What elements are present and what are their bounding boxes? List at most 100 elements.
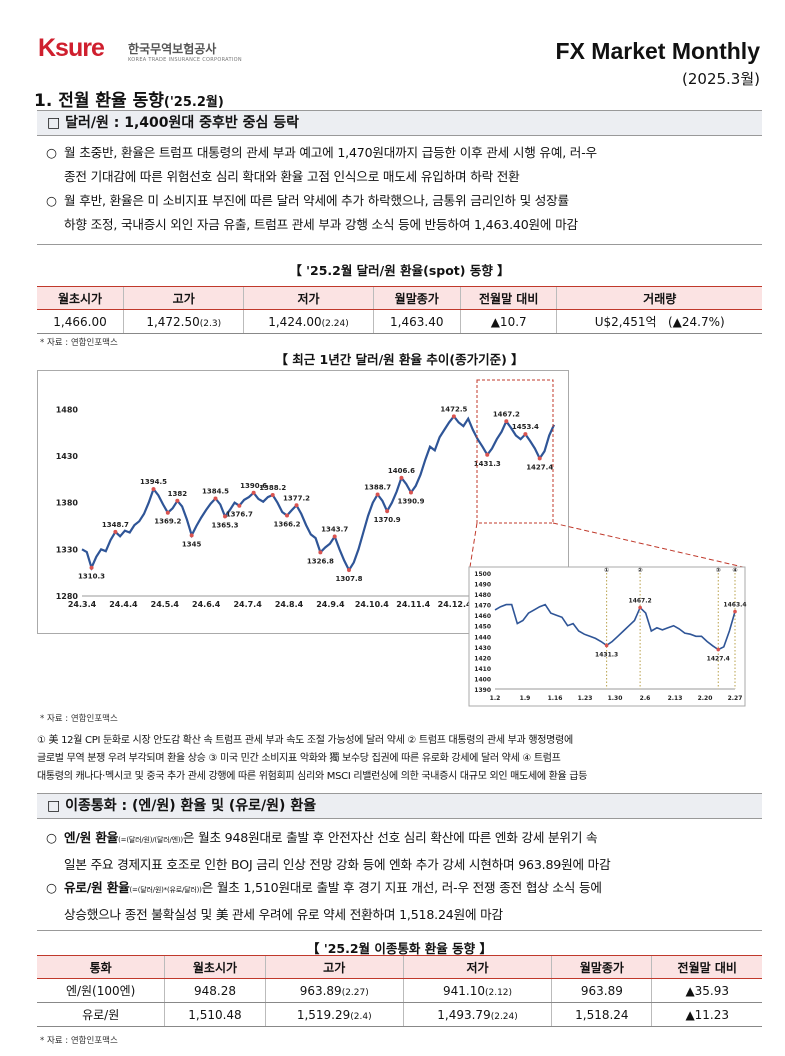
data-label: 1427.4 <box>526 463 553 471</box>
y-tick-label: 1420 <box>474 655 491 662</box>
main-axes: 1280 1330 1380 1430 1480 24.3.4 24.4.4 24.5.4 24… <box>56 405 554 609</box>
data-point-marker <box>523 432 528 437</box>
para-line: 종전 기대감에 따른 위험선호 심리 확대와 환율 고점 인식으로 매도세 유입… <box>64 168 520 184</box>
x-tick-label: 24.5.4 <box>151 600 180 609</box>
data-label: 1427.4 <box>707 656 730 663</box>
y-tick-label: 1280 <box>56 592 79 601</box>
para-line: 은 월초 948원대로 출발 후 안전자산 선호 심리 확산에 따른 엔화 강세… <box>182 830 598 845</box>
bullet: ○ <box>46 830 57 845</box>
cell-close: 1,518.24 <box>551 1002 652 1027</box>
y-tick-label: 1440 <box>474 634 491 641</box>
data-label: 1365.3 <box>212 521 239 529</box>
series-line <box>494 603 736 651</box>
data-point-marker <box>175 498 180 503</box>
cell-close: 963.89 <box>551 978 652 1003</box>
org-name-kr: 한국무역보험공사 <box>128 42 217 56</box>
zoom-connector-left <box>469 522 478 568</box>
x-tick-label: 1.16 <box>548 695 563 702</box>
divider <box>37 244 762 245</box>
data-point-marker <box>151 487 156 492</box>
low-date: (2.24) <box>321 318 349 329</box>
low-date: (2.24) <box>490 1011 518 1022</box>
x-tick-label: 24.9.4 <box>316 600 345 609</box>
y-tick-label: 1480 <box>56 405 79 414</box>
cell-high: 1,472.50(2.3) <box>123 309 244 334</box>
para-line: 월 초중반, 환율은 트럼프 대통령의 관세 부과 예고에 1,470원대까지 … <box>64 145 597 160</box>
col-header: 거래량 <box>556 286 762 310</box>
data-point-marker <box>270 493 275 498</box>
data-point-marker <box>89 565 94 570</box>
y-tick-label: 1390 <box>474 687 491 694</box>
section-heading: 1. 전월 환율 동향('25.2월) <box>34 86 224 111</box>
high-date: (2.27) <box>341 987 369 998</box>
para-line: 상승했으나 종전 불확실성 및 美 관세 우려에 유로 약세 전환하며 1,51… <box>64 906 503 922</box>
x-tick-label: 2.20 <box>698 695 713 702</box>
y-tick-label: 1470 <box>474 603 491 610</box>
x-tick-label: 1.9 <box>520 695 531 702</box>
y-tick-label: 1330 <box>56 545 79 554</box>
cell-open: 1,510.48 <box>164 1002 266 1027</box>
y-tick-label: 1500 <box>474 571 491 578</box>
event-marker-label: ④ <box>732 567 737 574</box>
main-series <box>81 414 556 573</box>
jpy-label: 엔/원 환율 <box>64 830 119 845</box>
usdkrw-spot-table: 월초시가 고가 저가 월말종가 전월말 대비 거래량 1,466.00 1,47… <box>37 286 762 334</box>
y-tick-label: 1400 <box>474 676 491 683</box>
data-label: 1431.3 <box>595 651 618 658</box>
x-tick-label: 24.8.4 <box>275 600 304 609</box>
low-date: (2.12) <box>484 987 513 998</box>
x-tick-label: 24.7.4 <box>233 600 262 609</box>
col-header: 저가 <box>243 286 374 310</box>
y-tick-label: 1490 <box>474 582 491 589</box>
data-point-marker <box>113 529 118 534</box>
high-value: 963.89 <box>299 983 342 998</box>
cell-currency: 유로/원 <box>37 1002 165 1027</box>
data-point-marker <box>318 550 323 555</box>
fx-chart-svg: 1280 1330 1380 1430 1480 24.3.4 24.4.4 24.5.4 24… <box>56 379 747 707</box>
cell-change: ▲35.93 <box>651 978 762 1003</box>
data-label: 1390.6 <box>240 482 267 490</box>
report-date: (2025.3월) <box>682 70 760 88</box>
divider <box>37 930 762 931</box>
data-point-marker <box>223 514 228 519</box>
data-point-marker <box>294 503 299 508</box>
data-point-marker <box>285 513 290 518</box>
chart-frame <box>37 370 569 634</box>
low-value: 941.10 <box>442 983 485 998</box>
data-point-marker <box>733 609 737 614</box>
data-point-marker <box>485 452 490 457</box>
low-value: 1,424.00 <box>268 314 322 329</box>
col-header: 월초시가 <box>164 955 266 979</box>
y-tick-label: 1450 <box>474 624 491 631</box>
col-header: 고가 <box>264 955 404 979</box>
table1-title: 【 '25.2월 달러/원 환율(spot) 동향 】 <box>289 263 510 278</box>
high-date: (2.3) <box>199 318 222 329</box>
table2-source: * 자료 : 연합인포맥스 <box>40 1036 118 1046</box>
inset-series <box>494 603 737 652</box>
org-name-en: KOREA TRADE INSURANCE CORPORATION <box>128 57 242 63</box>
data-point-marker <box>375 492 380 497</box>
data-point-marker <box>504 419 509 424</box>
bullet: ○ <box>46 880 57 895</box>
table2-title: 【 '25.2월 이종통화 환율 동향 】 <box>307 941 492 956</box>
logo-wordmark: Ksure <box>38 34 105 62</box>
zoom-highlight-box <box>476 379 554 524</box>
x-tick-label: 24.6.4 <box>192 600 221 609</box>
data-label: 1376.7 <box>226 511 253 519</box>
x-tick-label: 2.13 <box>668 695 683 702</box>
data-point-marker <box>537 456 542 461</box>
x-tick-label: 24.3.4 <box>68 600 97 609</box>
x-tick-label: 24.4.4 <box>109 600 138 609</box>
subsection-title: □ 이종통화 : (엔/원) 환율 및 (유로/원) 환율 <box>47 798 317 814</box>
data-label: 1326.8 <box>307 557 334 565</box>
inset-labels: 1431.3 1467.2 1427.4 1463.4 <box>595 598 747 663</box>
cell-currency: 엔/원(100엔) <box>37 978 165 1003</box>
inset-axes: 1390 1400 1410 1420 1430 1440 1450 1460 1470 1480… <box>474 567 742 702</box>
cell-change: ▲11.23 <box>651 1002 762 1027</box>
x-tick-label: 24.12.4 <box>438 600 472 609</box>
cell-volume: U$2,451억 (▲24.7%) <box>556 309 762 334</box>
y-tick-label: 1380 <box>56 499 79 508</box>
note-line: ① 美 12월 CPI 둔화로 시장 안도감 확산 속 트럼프 관세 부과 속도… <box>37 735 573 746</box>
data-label: 1472.5 <box>440 405 467 413</box>
main-labels: 1310.3 1348.7 1394.5 1369.2 1382 1345 1384.5 13… <box>78 405 553 583</box>
